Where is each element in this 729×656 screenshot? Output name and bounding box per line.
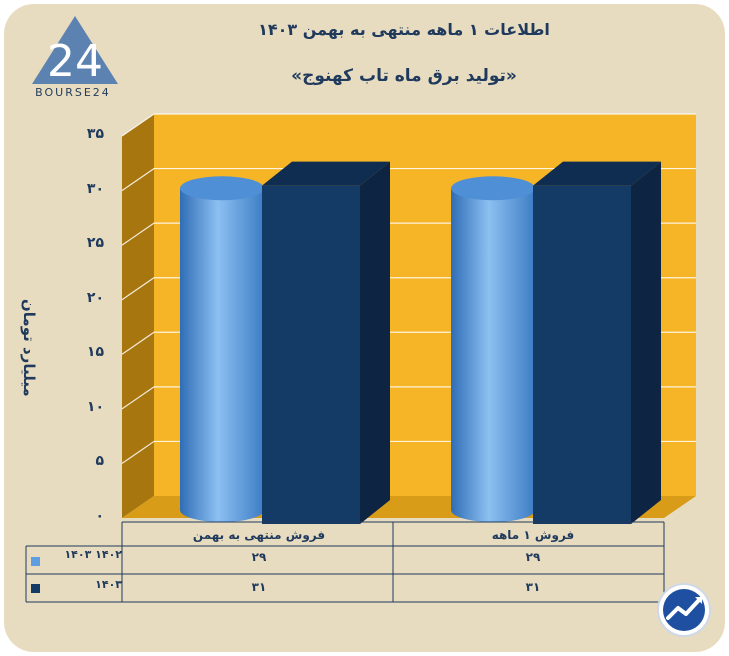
- cylinder-body: [180, 188, 264, 523]
- bar-chart: [25, 113, 696, 603]
- bourse24-logo: 24: [32, 16, 118, 86]
- box-front: [533, 185, 631, 524]
- legend-label-1403: ۱۴۰۳: [95, 578, 122, 591]
- grid-line: [121, 113, 696, 137]
- chart-subtitle: «تولید برق ماه تاب کهنوج»: [291, 66, 517, 86]
- data-label-1402-cat0: ۲۹: [251, 550, 267, 564]
- bar-cylinder-1402: [451, 176, 535, 523]
- y-tick-label: ۰: [95, 508, 104, 524]
- cylinder-body: [451, 188, 535, 523]
- y-tick-label: ۲۵: [86, 235, 104, 252]
- data-table: [25, 521, 665, 603]
- cylinder-top: [180, 176, 264, 201]
- logo-text: BOURSE24: [35, 86, 111, 99]
- bar-box-1403: [533, 161, 661, 524]
- chart-title: اطلاعات ۱ ماهه منتهی به بهمن ۱۴۰۳: [258, 20, 550, 39]
- box-top: [533, 161, 661, 186]
- data-label-1402-cat1: ۲۹: [525, 550, 541, 564]
- y-tick-label: ۱۰: [86, 398, 104, 415]
- data-label-1403-cat1: ۳۱: [525, 580, 541, 594]
- plot-side-wall: [122, 114, 154, 518]
- box-side: [360, 161, 390, 524]
- chart-card: 24 BOURSE24 اطلاعات ۱ ماهه منتهی به بهمن…: [4, 4, 725, 652]
- y-tick-label: ۳۵: [86, 126, 104, 142]
- legend-key-1403: [31, 584, 40, 593]
- logo-number: 24: [47, 36, 103, 86]
- y-tick-label: ۳۰: [86, 180, 104, 197]
- legend-key-1402: [31, 557, 40, 566]
- cylinder-top: [451, 176, 535, 201]
- category-label-1: فروش ۱ ماهه: [491, 528, 575, 542]
- bourse24-badge-icon: [657, 583, 711, 637]
- bar-box-1403: [262, 161, 390, 524]
- box-front: [262, 185, 360, 524]
- bars: [180, 161, 661, 524]
- legend-label-1402: ۱۴۰۲ ۱۴۰۳: [64, 548, 122, 561]
- y-tick-label: ۵: [95, 453, 104, 470]
- y-tick-label: ۲۰: [86, 289, 104, 306]
- category-label-0: فروش منتهی به بهمن: [192, 528, 326, 542]
- bar-cylinder-1402: [180, 176, 264, 523]
- box-top: [262, 161, 390, 186]
- box-side: [631, 161, 661, 524]
- y-tick-label: ۱۵: [86, 344, 104, 361]
- grid-line: [121, 167, 696, 192]
- data-label-1403-cat0: ۳۱: [251, 580, 267, 594]
